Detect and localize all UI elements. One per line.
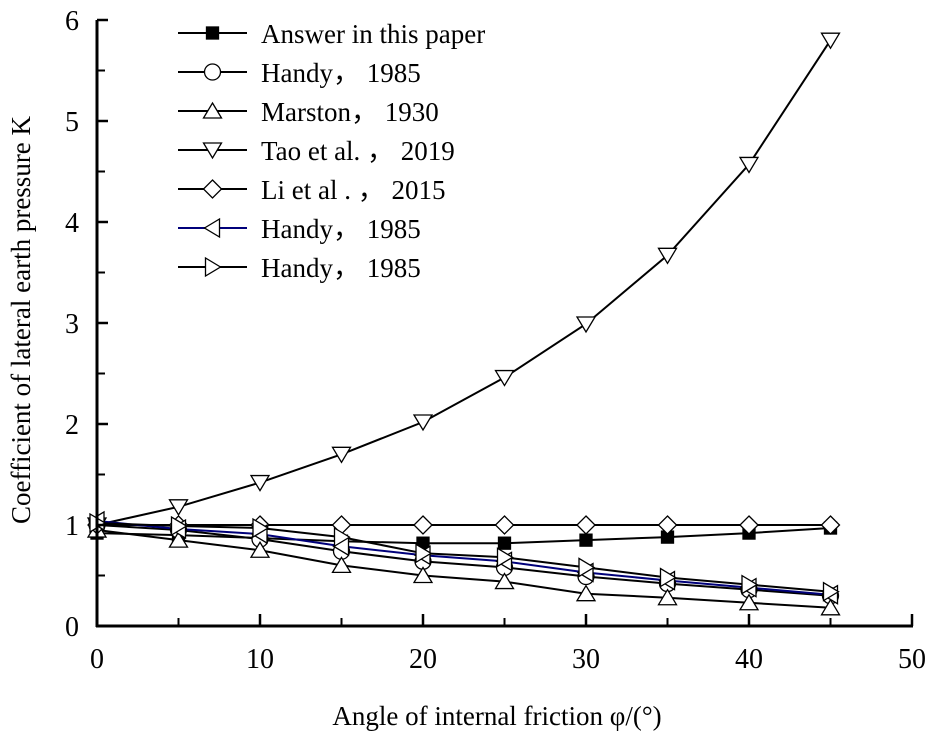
triangle-up-marker bbox=[820, 598, 841, 616]
triangle-up-marker bbox=[738, 593, 760, 611]
legend-label: Tao et al. ， 2019 bbox=[261, 136, 455, 166]
series-markers bbox=[86, 520, 841, 616]
y-tick-label: 6 bbox=[65, 6, 79, 37]
triangle-down-marker bbox=[575, 316, 597, 334]
triangle-up-marker-icon bbox=[202, 101, 223, 119]
x-ticks: 0 10 20 30 40 50 bbox=[90, 614, 926, 675]
triangle-right-marker bbox=[252, 517, 270, 539]
triangle-right-marker bbox=[578, 557, 596, 578]
series-markers bbox=[86, 32, 841, 535]
legend-label: Handy， 1985 bbox=[261, 214, 421, 244]
triangle-right-marker bbox=[822, 581, 840, 602]
x-axis-title: Angle of internal friction φ/(°) bbox=[332, 701, 661, 731]
y-tick-label: 5 bbox=[65, 107, 79, 138]
diamond-marker bbox=[820, 515, 841, 535]
triangle-up-marker bbox=[249, 540, 271, 558]
series-line bbox=[96, 524, 831, 597]
series-line bbox=[96, 529, 831, 609]
y-ticks: 0 1 2 3 4 5 6 bbox=[65, 6, 108, 643]
series-line bbox=[96, 39, 832, 526]
triangle-right-marker bbox=[415, 543, 433, 564]
triangle-up-marker bbox=[657, 588, 678, 606]
y-axis-title: Coefficient of lateral earth pressure K bbox=[6, 115, 36, 524]
triangle-down-marker bbox=[412, 414, 434, 432]
x-tick-label: 50 bbox=[898, 644, 926, 675]
plot-lines bbox=[96, 39, 832, 609]
triangle-right-marker bbox=[333, 526, 351, 548]
square-marker bbox=[497, 536, 512, 550]
square-marker bbox=[579, 533, 593, 547]
legend-item: Tao et al. ， 2019 bbox=[178, 136, 455, 166]
legend-label: Answer in this paper bbox=[261, 19, 485, 49]
triangle-down-marker bbox=[657, 247, 678, 265]
legend-item: Handy， 1985 bbox=[178, 253, 421, 283]
legend-item: Handy， 1985 bbox=[178, 214, 421, 244]
triangle-down-marker bbox=[494, 369, 515, 387]
triangle-right-marker bbox=[496, 547, 514, 568]
y-tick-label: 0 bbox=[65, 612, 79, 643]
triangle-down-marker bbox=[820, 32, 841, 50]
diamond-marker bbox=[413, 515, 433, 535]
legend-item: Handy， 1985 bbox=[178, 58, 421, 88]
y-tick-label: 2 bbox=[65, 410, 79, 441]
triangle-right-marker bbox=[170, 515, 188, 537]
x-tick-label: 30 bbox=[572, 644, 600, 675]
square-marker-icon bbox=[205, 26, 220, 40]
triangle-left-marker-icon bbox=[203, 217, 221, 239]
x-tick-label: 0 bbox=[90, 644, 104, 675]
series-line bbox=[96, 527, 831, 545]
diamond-marker bbox=[576, 515, 596, 535]
triangle-up-marker bbox=[168, 530, 189, 548]
diamond-marker bbox=[657, 515, 678, 535]
y-tick-label: 4 bbox=[65, 208, 79, 239]
diamond-marker-icon bbox=[202, 179, 223, 199]
triangle-right-marker-icon bbox=[204, 256, 222, 278]
triangle-down-marker-icon bbox=[202, 142, 223, 160]
legend: Answer in this paper Handy， 1985 Marston， … bbox=[178, 19, 485, 283]
y-tick-label: 1 bbox=[65, 511, 79, 542]
triangle-up-marker bbox=[331, 556, 352, 574]
diamond-marker bbox=[494, 515, 515, 535]
legend-item: Answer in this paper bbox=[178, 19, 485, 49]
triangle-up-marker bbox=[575, 584, 597, 602]
y-tick-label: 3 bbox=[65, 309, 79, 340]
triangle-right-marker bbox=[741, 574, 759, 595]
legend-item: Li et al . ， 2015 bbox=[178, 175, 445, 205]
x-tick-label: 40 bbox=[735, 644, 763, 675]
legend-label: Handy， 1985 bbox=[261, 253, 421, 283]
axes: 0 1 2 3 4 5 6 0 10 20 30 40 50 bbox=[65, 6, 926, 675]
series-line bbox=[96, 520, 831, 596]
triangle-right-marker bbox=[659, 567, 677, 588]
triangle-down-marker bbox=[168, 499, 189, 517]
legend-label: Handy， 1985 bbox=[261, 58, 421, 88]
triangle-up-marker bbox=[494, 572, 515, 590]
legend-label: Li et al . ， 2015 bbox=[261, 175, 445, 205]
legend-label: Marston， 1930 bbox=[261, 97, 439, 127]
triangle-down-marker bbox=[331, 446, 352, 464]
circle-marker-icon bbox=[203, 63, 222, 81]
x-tick-label: 20 bbox=[409, 644, 437, 675]
triangle-up-marker bbox=[412, 566, 434, 584]
diamond-marker bbox=[739, 515, 759, 535]
series-line bbox=[96, 522, 831, 593]
triangle-down-marker bbox=[249, 474, 271, 492]
triangle-down-marker bbox=[738, 156, 760, 174]
plot-markers bbox=[86, 32, 841, 616]
x-tick-label: 10 bbox=[246, 644, 274, 675]
legend-item: Marston， 1930 bbox=[178, 97, 439, 127]
